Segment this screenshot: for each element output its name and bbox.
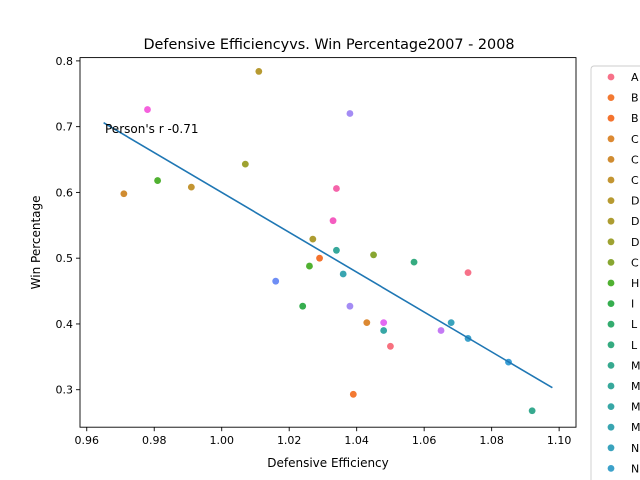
data-point [255, 68, 263, 75]
legend-marker [607, 423, 615, 431]
x-tick-label: 1.08 [479, 434, 504, 447]
legend-marker [607, 320, 615, 328]
legend-label: B [631, 92, 639, 105]
legend-label: I [631, 298, 634, 311]
data-point [120, 190, 128, 198]
legend-marker [607, 382, 615, 390]
legend-marker [607, 135, 615, 143]
y-tick-label: 0.7 [56, 121, 74, 134]
data-point [528, 407, 536, 415]
legend-label: C [631, 133, 639, 146]
legend-marker [607, 444, 615, 452]
data-point [306, 262, 313, 270]
x-tick-label: 1.04 [344, 434, 369, 447]
legend-marker [607, 217, 615, 225]
legend-label: M [631, 421, 640, 434]
data-point [346, 110, 354, 117]
data-point [241, 160, 249, 168]
legend-label: M [631, 380, 640, 393]
y-tick-label: 0.3 [56, 384, 74, 397]
y-axis-label: Win Percentage [29, 195, 43, 289]
legend-marker [607, 176, 615, 184]
x-tick-label: 0.98 [142, 434, 167, 447]
x-axis-label: Defensive Efficiency [267, 456, 389, 470]
legend-label: H [631, 277, 639, 290]
x-axis-ticks: 0.96 0.98 1.00 1.02 1.04 1.06 1.08 1.10 [74, 427, 571, 447]
legend-marker [607, 300, 615, 307]
legend-marker [607, 465, 615, 472]
data-point [349, 390, 357, 398]
chart-title: Defensive Efficiencyvs. Win Percentage20… [143, 37, 514, 53]
data-point [447, 319, 455, 327]
data-point [339, 270, 347, 278]
data-point [144, 106, 151, 113]
legend-label: C [631, 256, 639, 269]
legend-marker [607, 362, 615, 369]
y-tick-label: 0.6 [56, 186, 74, 199]
data-point [299, 302, 307, 310]
legend-marker [607, 341, 615, 349]
legend-label: D [631, 236, 639, 249]
legend-marker [607, 259, 615, 266]
legend-marker [607, 94, 615, 101]
legend-label: M [631, 401, 640, 414]
data-point [464, 269, 472, 277]
data-point [333, 246, 340, 254]
legend-marker [607, 238, 615, 246]
correlation-annotation: Person's r -0.71 [105, 122, 199, 136]
data-point [154, 177, 162, 184]
legend-label: D [631, 195, 639, 208]
x-tick-label: 0.96 [74, 434, 99, 447]
x-tick-label: 1.00 [209, 434, 234, 447]
x-tick-label: 1.06 [412, 434, 437, 447]
legend-marker [607, 279, 615, 287]
legend-label: L [631, 339, 638, 352]
data-point [346, 302, 354, 310]
data-point [187, 183, 195, 191]
legend-marker [607, 197, 615, 205]
legend-label: B [631, 112, 639, 125]
data-point [387, 342, 394, 350]
legend-label: L [631, 318, 638, 331]
plot-frame [79, 57, 577, 428]
legend-marker [607, 403, 615, 410]
data-point [437, 327, 445, 334]
legend-label: C [631, 153, 639, 166]
data-point [333, 185, 340, 192]
legend-label: C [631, 174, 639, 187]
legend-marker [607, 156, 615, 163]
legend-label: D [631, 215, 639, 228]
data-point [370, 251, 377, 259]
y-axis-ticks: 0.3 0.4 0.5 0.6 0.7 0.8 [56, 55, 80, 397]
legend-box [590, 65, 640, 480]
data-point [329, 217, 337, 225]
data-point [363, 319, 371, 327]
legend-marker [607, 114, 615, 122]
legend-label: N [631, 442, 639, 455]
y-tick-label: 0.4 [56, 318, 74, 331]
data-point [380, 327, 388, 334]
legend-marker [607, 73, 615, 81]
x-tick-label: 1.02 [277, 434, 302, 447]
legend-label: M [631, 359, 640, 372]
data-point [410, 258, 418, 266]
legend-label: N [631, 462, 639, 475]
x-tick-label: 1.10 [547, 434, 572, 447]
y-tick-label: 0.8 [56, 55, 74, 68]
data-point [316, 254, 323, 262]
data-point [309, 235, 317, 243]
regression-line [103, 122, 553, 389]
data-point [380, 319, 388, 327]
plot-area [103, 68, 553, 415]
y-tick-label: 0.5 [56, 252, 74, 265]
data-point [272, 277, 280, 285]
legend-label: A [631, 71, 639, 84]
